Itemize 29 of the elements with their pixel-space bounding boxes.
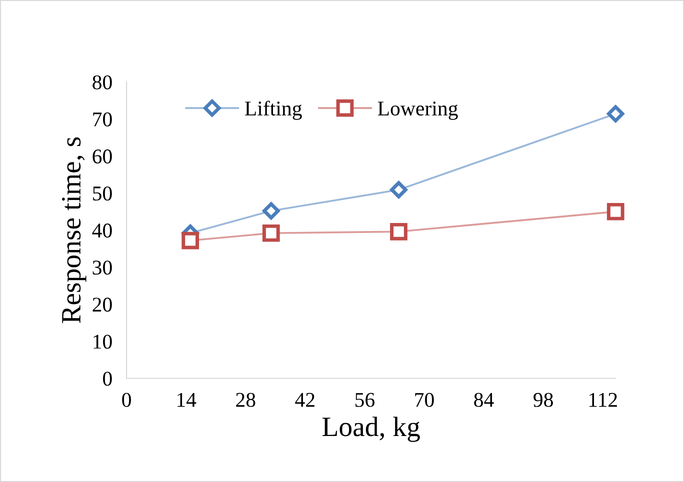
legend-label: Lowering [378,102,458,120]
y-tick-label: 50 [93,186,112,201]
x-tick-label: 70 [415,392,434,407]
point [390,222,408,240]
x-axis-title: Load, kg [322,416,420,442]
point [606,202,624,220]
x-tick-label: 112 [589,392,617,407]
y-axis-title: Response time, s [62,137,86,324]
y-tick-label: 60 [92,149,112,164]
x-tick-label: 14 [177,392,196,407]
x-tick-label: 28 [236,392,256,407]
point [182,232,200,250]
x-tick-label: 42 [295,392,314,407]
x-tick-label: 56 [355,392,374,407]
y-tick-label: 0 [103,372,112,386]
x-tick-label: 84 [474,392,494,407]
y-tick-label: 20 [92,298,112,312]
point [262,224,280,242]
point [262,202,280,220]
y-tick-label: 80 [92,75,112,90]
x-tick-label: 98 [534,392,553,407]
y-tick-label: 10 [94,334,112,349]
y-tick-label: 30 [92,260,112,275]
point [390,181,408,198]
y-tick-label: 70 [93,112,112,126]
y-tick-label: 40 [92,224,112,238]
legend-label: Lifting [245,100,302,120]
point [606,105,624,122]
x-tick-label: 0 [122,392,131,407]
